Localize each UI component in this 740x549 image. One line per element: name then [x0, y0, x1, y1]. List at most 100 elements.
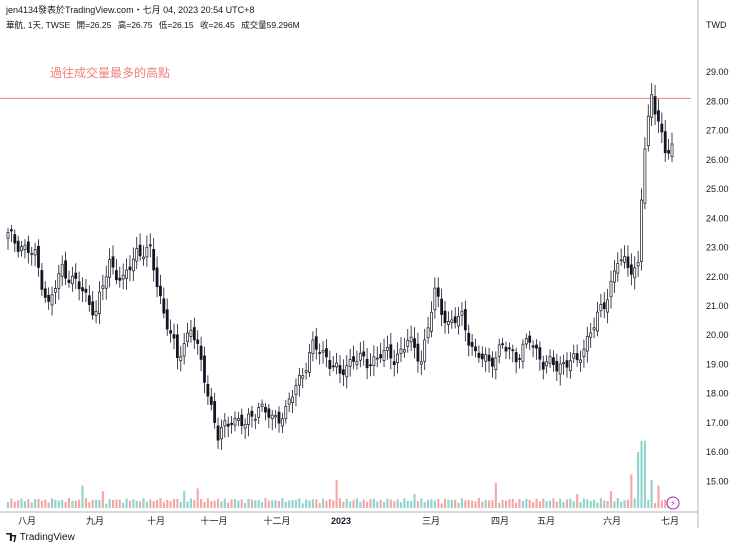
candle-body: [528, 335, 532, 343]
candle-body: [352, 356, 355, 362]
candle-body: [128, 266, 132, 271]
candle-body: [450, 319, 454, 323]
volume-bar: [338, 498, 342, 508]
candle-body: [165, 309, 169, 330]
candle-body: [640, 199, 643, 262]
volume-bar: [244, 502, 247, 508]
candle-body: [152, 249, 156, 271]
candle-body: [236, 418, 240, 421]
candle-body: [629, 264, 633, 275]
candle-body: [98, 291, 101, 314]
symbol-label[interactable]: 華航, 1天, TWSE: [6, 20, 71, 30]
candle-body: [196, 339, 200, 344]
volume-bar: [664, 499, 667, 508]
candle-body: [23, 244, 27, 251]
candle-body: [111, 256, 115, 268]
candle-body: [663, 131, 667, 154]
brand-name[interactable]: TradingView: [19, 532, 75, 543]
candle-body: [47, 294, 51, 302]
candle-body: [115, 270, 118, 281]
volume-bar: [640, 440, 643, 508]
volume-bar: [654, 503, 657, 508]
volume-bar: [325, 500, 328, 508]
candle-body: [43, 288, 47, 298]
volume-bar: [420, 498, 423, 508]
y-tick-label: 22.00: [706, 272, 729, 282]
volume-bar: [274, 500, 277, 508]
volume-bar: [460, 498, 464, 508]
volume-bar: [315, 499, 318, 508]
volume-bar: [23, 501, 26, 508]
volume-bar: [132, 499, 135, 508]
candle-body: [582, 348, 586, 357]
candle-body: [203, 355, 206, 383]
volume-bar: [179, 501, 182, 508]
candle-body: [220, 427, 223, 440]
volume-bar: [13, 501, 16, 508]
candle-body: [257, 407, 261, 418]
volume-bar: [108, 499, 111, 508]
volume-bar: [542, 498, 545, 508]
candle-body: [369, 364, 372, 367]
candle-body: [267, 408, 271, 418]
candle-body: [125, 269, 128, 279]
volume-bar: [369, 499, 372, 508]
candle-body: [206, 383, 210, 397]
volume-bar: [67, 498, 71, 508]
candle-body: [392, 361, 396, 365]
volume-bar: [630, 474, 633, 508]
volume-bar: [586, 499, 589, 508]
candle-body: [291, 396, 294, 403]
volume-bar: [447, 499, 450, 508]
chart-header: jen4134發表於TradingView.com・七月 04, 2023 20…: [6, 4, 254, 16]
volume-bar: [57, 500, 60, 508]
candle-body: [175, 334, 179, 359]
candle-body: [589, 332, 593, 338]
volume-bar: [532, 502, 535, 508]
x-tick-label: 十一月: [200, 515, 227, 526]
y-tick-label: 28.00: [706, 96, 729, 106]
volume-bar: [481, 501, 484, 508]
volume-bar: [393, 501, 396, 508]
volume-bar: [152, 501, 155, 508]
volume-bar: [47, 502, 50, 508]
volume-bar: [406, 500, 409, 508]
volume-bar: [27, 499, 30, 508]
volume-bar: [264, 498, 267, 508]
y-tick-label: 17.00: [706, 418, 729, 428]
candle-body: [579, 359, 582, 363]
price-chart[interactable]: TWD 29.00 28.00 27.00 26.00 25.00 24.00 23.00 22…: [0, 0, 740, 528]
candle-body: [77, 281, 81, 290]
candle-body: [592, 327, 596, 331]
volume-bar: [508, 499, 511, 508]
volume-bar: [294, 499, 298, 508]
candle-body: [118, 277, 122, 281]
volume-bar: [311, 499, 314, 508]
candle-body: [623, 256, 626, 263]
candle-body: [314, 336, 318, 350]
volume-bar: [261, 502, 264, 508]
candle-body: [101, 285, 105, 289]
candle-body: [358, 352, 362, 361]
volume-bar: [565, 499, 569, 508]
candle-body: [433, 287, 437, 311]
candle-body: [585, 336, 589, 352]
candle-body: [240, 414, 244, 426]
volume-bar: [552, 498, 555, 508]
y-tick-label: 26.00: [706, 155, 729, 165]
volume-bar: [362, 499, 365, 508]
volume-bar: [484, 499, 487, 508]
tradingview-logo-icon[interactable]: ⅂⁊: [6, 532, 17, 544]
candle-body: [192, 327, 196, 341]
candle-body: [447, 321, 450, 325]
candle-body: [379, 354, 383, 359]
volume-bar: [216, 498, 220, 508]
candle-body: [233, 418, 237, 426]
x-tick-label: 2023: [331, 516, 351, 526]
y-tick-label: 16.00: [706, 447, 729, 457]
volume-bar: [288, 500, 291, 508]
candle-body: [74, 272, 78, 279]
volume-bar: [352, 500, 355, 508]
candle-body: [399, 348, 403, 354]
candle-body: [138, 244, 142, 257]
